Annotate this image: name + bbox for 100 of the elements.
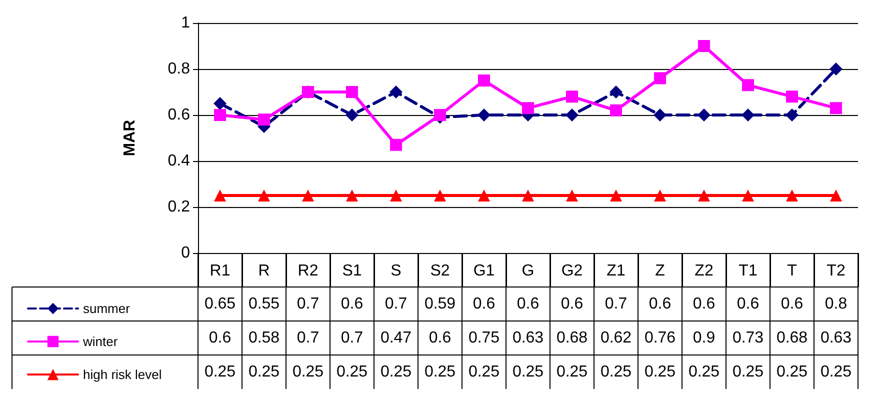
data-label: 0.6 [516, 296, 540, 312]
data-label: 0.68 [776, 330, 808, 346]
data-label: 0.7 [340, 330, 364, 346]
point [434, 109, 446, 121]
data-label: 0.59 [424, 296, 456, 312]
point [522, 190, 534, 202]
data-label: 0.25 [556, 364, 588, 380]
data-label: 0.6 [560, 296, 584, 312]
y-tick-label: 0 [181, 244, 190, 262]
data-label: 0.58 [248, 330, 280, 346]
point [742, 190, 754, 202]
point [786, 190, 798, 202]
point [478, 190, 490, 202]
point [610, 190, 622, 202]
data-label: 0.25 [380, 364, 412, 380]
data-label: 0.25 [336, 364, 368, 380]
data-label: 0.25 [204, 364, 236, 380]
y-axis-title: MAR [122, 119, 138, 156]
data-label: 0.9 [692, 330, 716, 346]
point [610, 86, 622, 98]
data-label: 0.6 [736, 296, 760, 312]
data-label: 0.25 [776, 364, 808, 380]
data-label: 0.25 [688, 364, 720, 380]
data-label: 0.63 [820, 330, 852, 346]
point [346, 108, 358, 122]
x-tick-label: S [390, 262, 402, 280]
data-label: 0.7 [384, 296, 408, 312]
data-label: 0.75 [468, 330, 500, 346]
point [830, 102, 842, 114]
x-tick-label: G2 [561, 262, 583, 280]
point [258, 190, 270, 202]
data-label: 0.6 [692, 296, 716, 312]
x-tick-label: S1 [342, 262, 362, 280]
x-tick-label: R [258, 262, 270, 280]
data-label: 0.47 [380, 330, 412, 346]
data-label: 0.55 [248, 296, 280, 312]
x-tick-label: S2 [430, 262, 450, 280]
point [566, 190, 578, 202]
point [346, 86, 358, 98]
data-label: 0.6 [648, 296, 672, 312]
x-tick-label: R2 [298, 262, 318, 280]
data-label: 0.25 [732, 364, 764, 380]
y-tick-label: 0.6 [168, 106, 190, 124]
data-label: 0.25 [424, 364, 456, 380]
point [698, 108, 710, 122]
point [654, 190, 666, 202]
point [654, 108, 666, 122]
point [522, 102, 534, 114]
data-label: 0.8 [824, 296, 848, 312]
x-tick-label: T [787, 262, 798, 280]
data-label: 0.25 [644, 364, 676, 380]
data-label: 0.6 [428, 330, 452, 346]
data-label: 0.76 [644, 330, 676, 346]
data-label: 0.7 [296, 296, 320, 312]
point [610, 104, 622, 116]
point [434, 190, 446, 202]
x-tick-label: Z1 [606, 262, 626, 280]
point [830, 190, 842, 202]
legend-label: winter [82, 334, 118, 349]
x-tick-label: T1 [738, 262, 758, 280]
data-label: 0.6 [340, 296, 364, 312]
data-label: 0.25 [820, 364, 852, 380]
point [214, 109, 226, 121]
point [390, 138, 402, 151]
data-label: 0.25 [468, 364, 500, 380]
point [390, 190, 402, 202]
data-label: 0.7 [604, 296, 628, 312]
y-tick-label: 0.4 [168, 152, 190, 170]
x-tick-label: Z2 [694, 262, 714, 280]
legend-label: summer [83, 301, 131, 316]
point [390, 86, 402, 98]
x-tick-label: G [522, 262, 534, 280]
point [566, 90, 578, 103]
data-label: 0.73 [732, 330, 764, 346]
point [214, 190, 226, 202]
data-label: 0.63 [512, 330, 544, 346]
point [786, 90, 798, 103]
y-tick-label: 0.2 [168, 198, 190, 216]
data-label: 0.68 [556, 330, 588, 346]
data-label: 0.6 [208, 330, 232, 346]
y-tick-label: 0.8 [168, 60, 190, 78]
point [346, 190, 358, 202]
point [698, 190, 710, 202]
point [566, 108, 578, 122]
data-label: 0.25 [600, 364, 632, 380]
point [478, 74, 490, 86]
point [742, 79, 754, 92]
data-label: 0.62 [600, 330, 632, 346]
y-tick-label: 1 [181, 14, 190, 32]
x-tick-label: R1 [210, 262, 230, 280]
point [786, 108, 798, 122]
point [698, 40, 710, 52]
point [742, 108, 754, 122]
data-label: 0.25 [512, 364, 544, 380]
legend-label: high risk level [83, 367, 162, 382]
x-tick-label: Z [655, 262, 666, 280]
point [830, 62, 842, 76]
x-tick-label: G1 [473, 262, 495, 280]
data-label: 0.25 [248, 364, 280, 380]
data-label: 0.6 [780, 296, 804, 312]
